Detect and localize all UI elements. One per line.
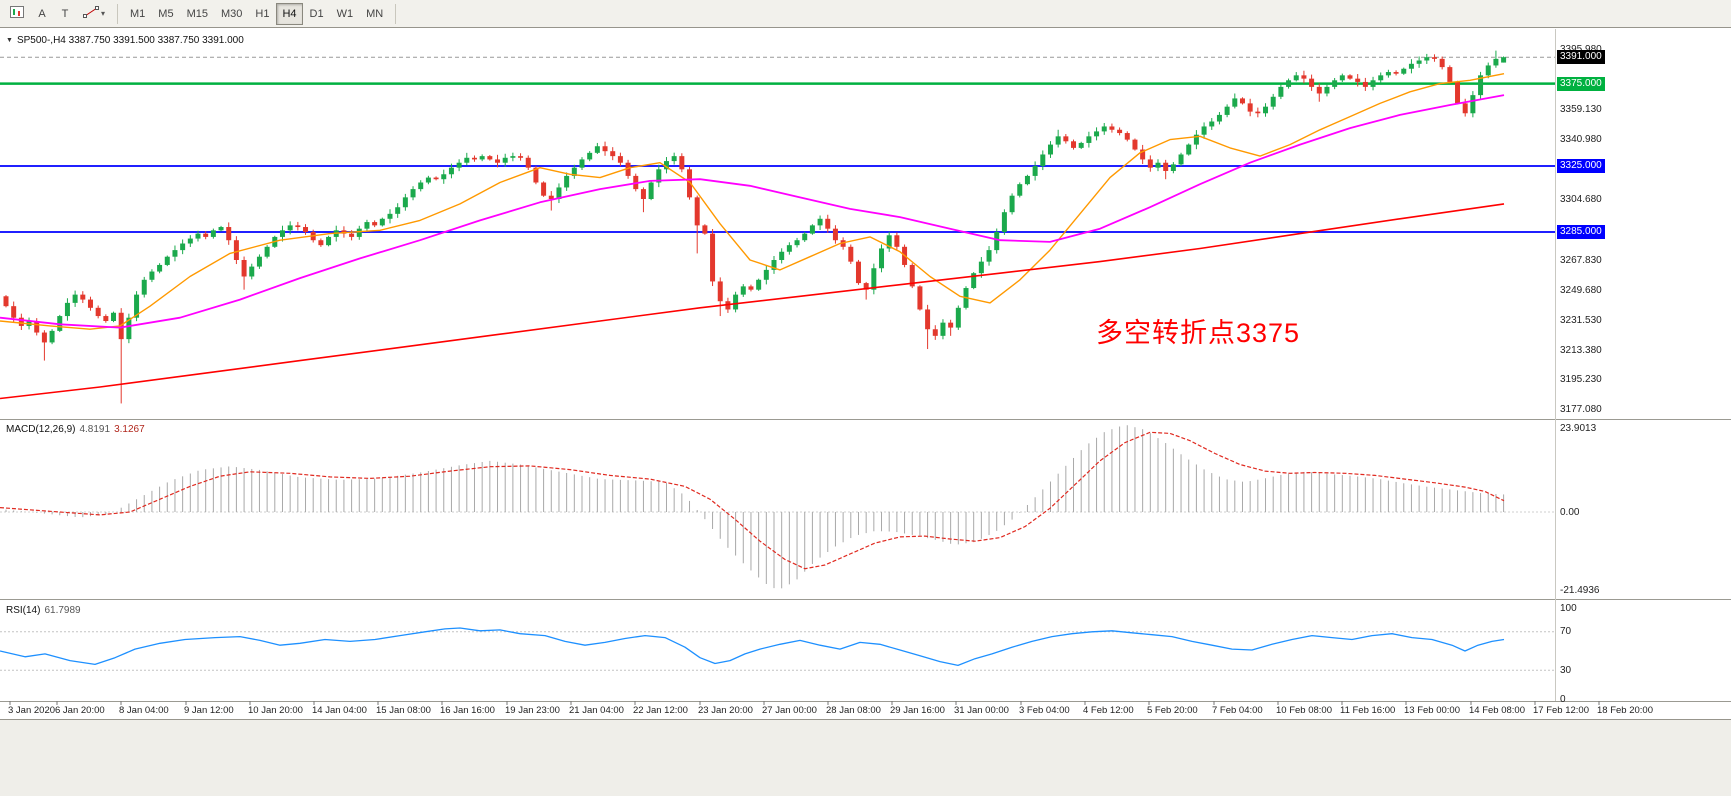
timeframe-w1-button[interactable]: W1 [331,3,360,25]
toolbar: A T ▾ M1 M5 M15 M30 H1 H4 D1 W1 MN [0,0,1731,28]
arrow-label-tool-button[interactable]: A [31,3,53,25]
chart-icon [10,6,24,21]
timeframe-h4-button[interactable]: H4 [276,2,303,25]
macd-signal-value: 3.1267 [114,424,145,435]
rsi-value: 61.7989 [44,605,81,616]
timeframe-m5-button[interactable]: M5 [152,3,179,25]
chart-window-button[interactable] [4,3,30,25]
bottom-strip [0,719,1731,796]
chart-canvas[interactable] [0,29,1731,719]
chart-area[interactable]: ▼ SP500-,H4 3387.750 3391.500 3387.750 3… [0,29,1731,719]
rsi-name: RSI(14) [6,605,41,616]
timeframe-d1-button[interactable]: D1 [304,3,330,25]
timeframe-m1-button[interactable]: M1 [124,3,151,25]
toolbar-separator [117,3,119,24]
macd-name: MACD(12,26,9) [6,424,76,435]
macd-main-value: 4.8191 [79,424,111,435]
rsi-indicator-label: RSI(14) 61.7989 [6,605,81,616]
timeframe-h1-button[interactable]: H1 [249,3,275,25]
timeframe-m15-button[interactable]: M15 [181,3,214,25]
trendline-tool-button[interactable]: ▾ [77,3,111,25]
chart-annotation-text: 多空转折点3375 [1096,318,1301,348]
macd-indicator-label: MACD(12,26,9) 4.8191 3.1267 [6,424,145,435]
quick-trade-arrow-icon[interactable]: ▼ [6,37,13,44]
chevron-down-icon: ▾ [101,9,106,18]
trendline-icon [83,6,99,21]
toolbar-separator [395,3,397,24]
timeframe-mn-button[interactable]: MN [360,3,389,25]
text-tool-button[interactable]: T [54,3,76,25]
timeframe-m30-button[interactable]: M30 [215,3,248,25]
chart-info-line: ▼ SP500-,H4 3387.750 3391.500 3387.750 3… [6,35,244,46]
symbol-ohlc-text: SP500-,H4 3387.750 3391.500 3387.750 339… [16,35,244,46]
